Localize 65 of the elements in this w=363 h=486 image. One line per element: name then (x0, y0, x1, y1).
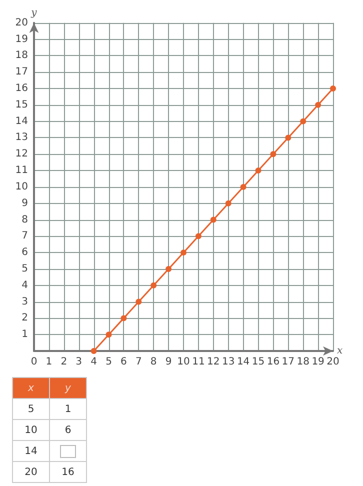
x-tick-label: 14 (236, 356, 250, 368)
y-tick-label: 3 (22, 296, 28, 308)
y-tick-label: 9 (22, 198, 28, 209)
x-tick-label: 15 (252, 356, 265, 368)
text: y (50, 378, 86, 398)
point (270, 151, 276, 158)
x-tick-label: 2 (60, 356, 68, 368)
x-tick-label: 3 (76, 356, 82, 368)
point (330, 86, 336, 92)
text: x (12, 378, 50, 398)
y-tick-label: 20 (15, 17, 28, 28)
x-tick-label: 5 (106, 356, 112, 368)
point (210, 216, 216, 223)
x-tick-label: 7 (135, 356, 142, 368)
y-tick-label: 11 (15, 165, 28, 176)
text: 6 (50, 420, 86, 440)
point (136, 298, 142, 305)
point (166, 266, 172, 272)
text: 1 (50, 398, 86, 420)
y-tick-label: 5 (22, 263, 28, 274)
y-axis-title: y (30, 8, 38, 18)
x-tick-label: 9 (165, 356, 172, 368)
y-tick-label: 6 (22, 247, 28, 258)
y-tick-label: 8 (22, 214, 28, 226)
point (150, 282, 157, 288)
x-tick-label: 11 (192, 356, 205, 368)
y-tick-label: 1 (22, 329, 28, 340)
point (225, 200, 232, 206)
x-tick-label: 1 (46, 356, 52, 368)
x-tick-label: 6 (120, 356, 127, 368)
x-tick-label: 20 (326, 356, 340, 368)
y-tick-label: 16 (15, 83, 28, 94)
x-tick-label: 16 (266, 356, 280, 368)
y-tick-label: 12 (15, 148, 28, 160)
x-tick-label: 12 (207, 356, 220, 368)
point (240, 184, 246, 190)
text: 16 (50, 462, 86, 482)
x-tick-label: 13 (222, 356, 235, 368)
y-tick-label: 2 (22, 312, 28, 324)
point (255, 168, 262, 174)
y-tick-label: 14 (15, 116, 28, 127)
y-tick-label: 7 (22, 230, 28, 242)
x-axis-title: x (337, 346, 343, 356)
x-tick-label: 17 (282, 356, 295, 368)
y-tick-label: 19 (15, 34, 28, 45)
x-tick-label: 4 (90, 356, 97, 368)
y-tick-label: 15 (15, 99, 28, 110)
x-tick-label: 19 (312, 356, 324, 368)
point (285, 134, 292, 141)
point (300, 118, 306, 124)
point (106, 332, 112, 338)
y-tick-label: 17 (15, 66, 28, 78)
point (195, 233, 202, 240)
x-tick-label: 8 (150, 356, 157, 368)
y-tick-label: 4 (22, 280, 28, 291)
x-tick-label: 10 (177, 356, 190, 368)
x-tick-label: 18 (296, 356, 310, 368)
y-tick-label: 18 (15, 50, 28, 62)
point (315, 102, 322, 108)
point (90, 348, 97, 354)
x-tick-label: 0 (30, 356, 38, 368)
point (180, 250, 186, 256)
point (120, 315, 127, 322)
y-tick-label: 13 (15, 132, 28, 144)
y-tick-label: 10 (15, 181, 28, 192)
